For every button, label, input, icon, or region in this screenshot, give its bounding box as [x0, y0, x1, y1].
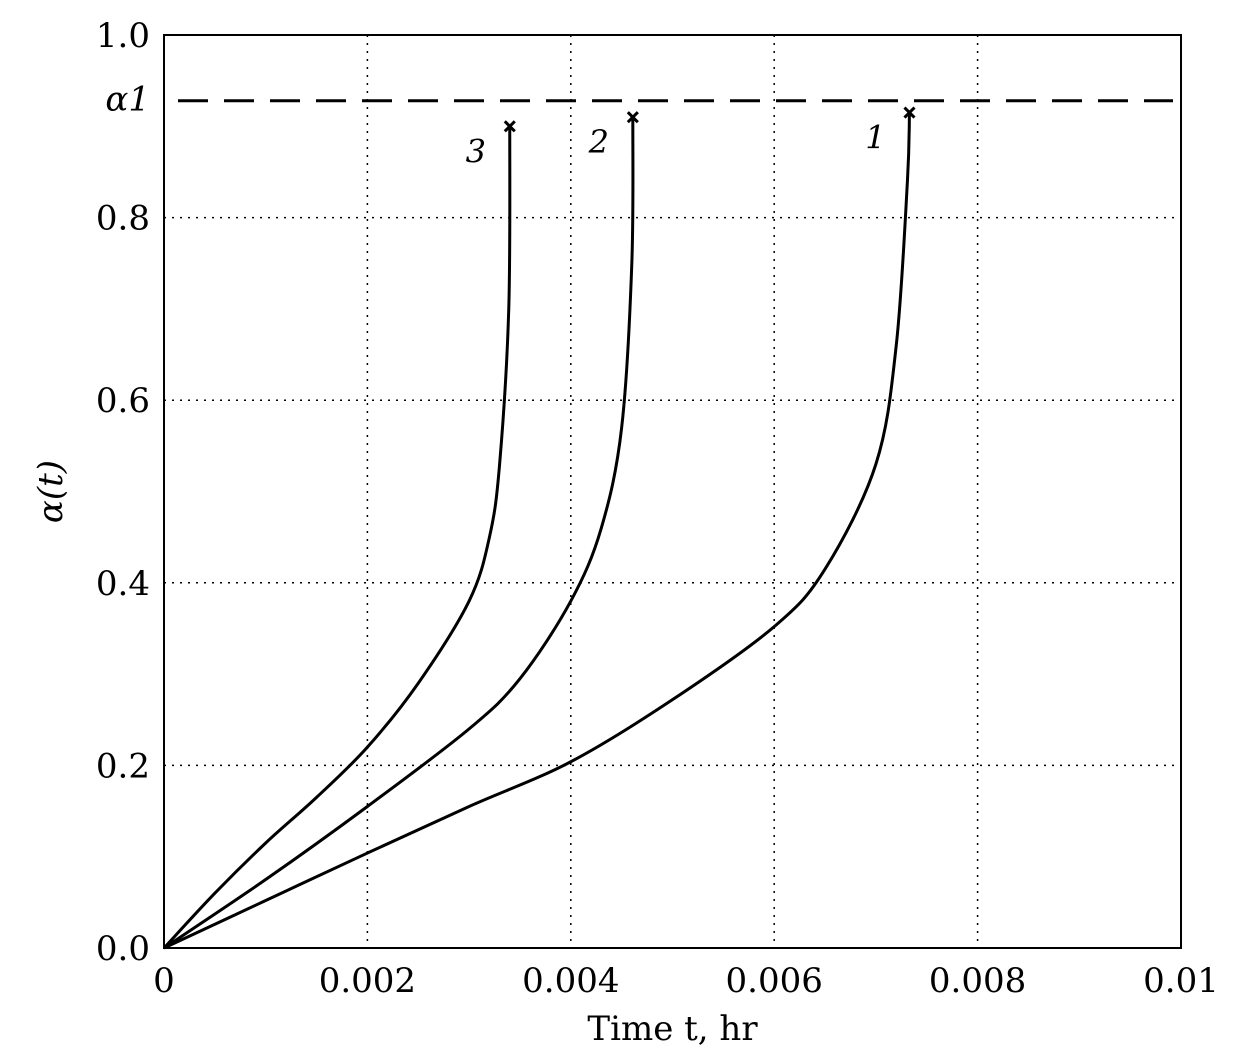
x-ticks: 0 0.002 0.004 0.006 0.008 0.01	[153, 961, 1219, 1001]
y-tick-label: 1.0	[96, 16, 150, 56]
series-2-label: 2	[588, 123, 609, 161]
series-3-label: 3	[466, 132, 486, 170]
x-tick-label: 0	[153, 961, 175, 1001]
series-3-end-marker	[503, 120, 516, 133]
series-1-label: 1	[865, 119, 885, 157]
x-axis-title: Time t, hr	[587, 1009, 758, 1049]
series-1-line	[163, 112, 911, 950]
y-tick-label: 0.6	[96, 381, 150, 421]
threshold-group: α1	[105, 80, 1173, 120]
grid	[164, 35, 1181, 948]
x-tick-label: 0.008	[929, 961, 1026, 1001]
x-tick-label: 0.002	[319, 961, 416, 1001]
series-2-line	[163, 117, 635, 950]
y-tick-label: 0.4	[96, 564, 150, 604]
x-tick-label: 0.004	[522, 961, 619, 1001]
y-tick-label: 0.0	[96, 929, 150, 969]
series-2-end-marker	[626, 111, 639, 124]
plot-frame	[163, 34, 1182, 949]
y-tick-label: 0.8	[96, 199, 150, 239]
series-1-end-marker	[903, 106, 916, 119]
x-tick-label: 0.006	[726, 961, 823, 1001]
threshold-label: α1	[105, 80, 150, 120]
curves: 1 2 3	[162, 106, 916, 950]
y-tick-label: 0.2	[96, 746, 150, 786]
y-ticks: 0.0 0.2 0.4 0.6 0.8 1.0	[96, 16, 150, 969]
y-axis-title: α(t)	[31, 460, 71, 523]
x-tick-label: 0.01	[1143, 961, 1219, 1001]
series-3-line	[162, 126, 512, 950]
